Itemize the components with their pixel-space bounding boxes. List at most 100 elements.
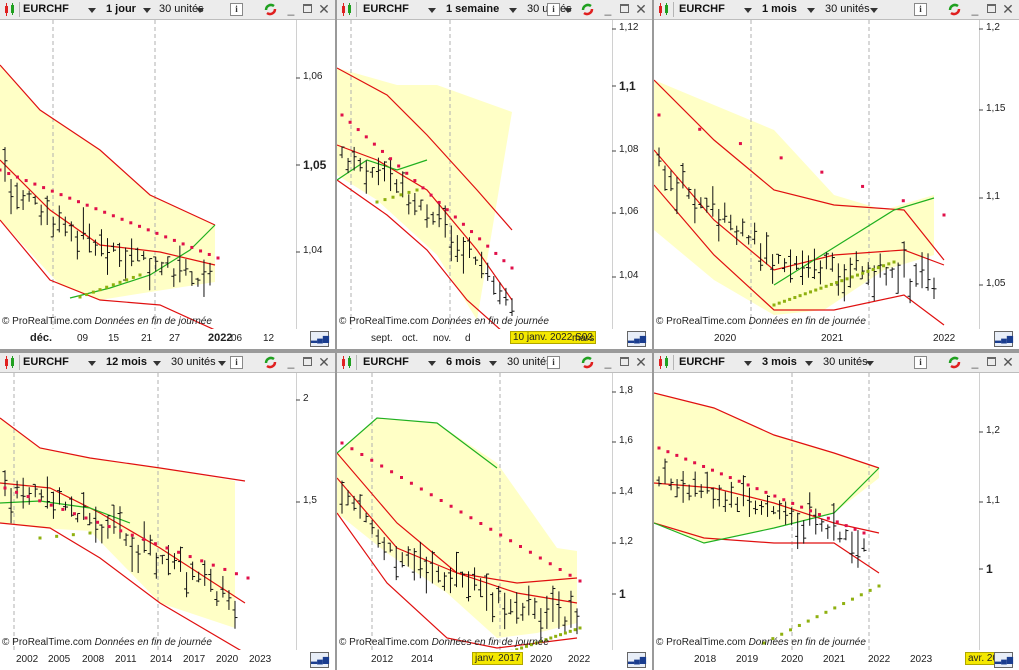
period-dropdown[interactable]: 3 mois xyxy=(759,354,817,370)
sar-dot xyxy=(119,529,123,533)
candlestick-icon[interactable] xyxy=(340,356,354,369)
ohlc-bar xyxy=(232,600,238,629)
close-icon[interactable]: ✕ xyxy=(635,354,647,370)
chart-panel-3[interactable]: 1,2 1,15 1,1 1,05 © ProRealTime.com Données … xyxy=(654,0,1019,349)
chart-toolbar: EURCHF 1 jour 30 unités i _ ✕ xyxy=(0,0,335,20)
info-icon[interactable]: i xyxy=(230,356,243,369)
sar-dot xyxy=(383,198,387,202)
chart-panel-6[interactable]: 1,2 1,1 1 © ProRealTime.com Données en fin … xyxy=(654,353,1019,670)
minimize-icon[interactable]: _ xyxy=(287,355,295,369)
maximize-icon[interactable] xyxy=(303,357,312,366)
close-icon[interactable]: ✕ xyxy=(318,1,330,17)
minimize-icon[interactable]: _ xyxy=(604,2,612,16)
maximize-icon[interactable] xyxy=(987,4,996,13)
instrument-dropdown[interactable]: EURCHF xyxy=(360,1,440,17)
price-chart[interactable] xyxy=(0,353,335,670)
instrument-dropdown[interactable]: EURCHF xyxy=(676,354,756,370)
ohlc-bar xyxy=(195,277,201,287)
maximize-icon[interactable] xyxy=(620,4,629,13)
refresh-icon[interactable] xyxy=(580,2,595,17)
ohlc-bar xyxy=(799,250,805,285)
ohlc-bar xyxy=(861,538,867,552)
ohlc-bar xyxy=(777,500,783,520)
candlestick-icon[interactable] xyxy=(657,3,671,16)
minimize-icon[interactable]: _ xyxy=(971,355,979,369)
instrument-dropdown[interactable]: EURCHF xyxy=(20,354,100,370)
units-dropdown[interactable]: 30 unités xyxy=(820,354,878,370)
period-dropdown[interactable]: 6 mois xyxy=(443,354,501,370)
ohlc-bar xyxy=(716,208,722,242)
maximize-icon[interactable] xyxy=(303,4,312,13)
bollinger-band-fill xyxy=(337,68,512,320)
maximize-icon[interactable] xyxy=(987,357,996,366)
info-icon[interactable]: i xyxy=(914,356,927,369)
period-dropdown[interactable]: 1 semaine xyxy=(443,1,521,17)
units-dropdown[interactable]: 30 unités xyxy=(168,354,230,370)
chart-panel-1[interactable]: 1,06 1,05 1,04 © ProRealTime.com Données en… xyxy=(0,0,335,349)
chart-panel-5[interactable]: 1,8 1,6 1,4 1,2 1 © ProRealTime.com Données e… xyxy=(337,353,652,670)
refresh-icon[interactable] xyxy=(947,355,962,370)
x-axis: 2018 2019 2020 2021 2022 2023 avr. 2024 xyxy=(654,650,1019,670)
candlestick-icon[interactable] xyxy=(340,3,354,16)
ohlc-bar xyxy=(394,179,400,193)
sar-dot xyxy=(449,504,453,508)
ohlc-bar xyxy=(776,253,782,264)
period-dropdown[interactable]: 1 mois xyxy=(759,1,819,17)
close-icon[interactable]: ✕ xyxy=(1002,1,1014,17)
volume-toggle-button[interactable]: ▂▄▆ xyxy=(994,331,1013,347)
volume-toggle-button[interactable]: ▂▄▆ xyxy=(994,652,1013,668)
ohlc-bar xyxy=(825,524,831,539)
volume-toggle-button[interactable]: ▂▄▆ xyxy=(310,331,329,347)
price-chart[interactable] xyxy=(0,0,335,349)
candlestick-icon[interactable] xyxy=(3,3,17,16)
ohlc-bar xyxy=(75,512,81,523)
sar-dot xyxy=(360,453,364,456)
volume-toggle-button[interactable]: ▂▄▆ xyxy=(627,652,646,668)
refresh-icon[interactable] xyxy=(580,355,595,370)
info-icon[interactable]: i xyxy=(230,3,243,16)
refresh-icon[interactable] xyxy=(263,2,278,17)
price-chart[interactable] xyxy=(337,353,652,670)
info-icon[interactable]: i xyxy=(547,3,560,16)
sar-dot xyxy=(764,490,768,494)
chart-panel-2[interactable]: 1,12 1,1 1,08 1,06 1,04 © ProRealTime.com Don… xyxy=(337,0,652,349)
price-chart[interactable] xyxy=(654,353,1019,670)
x-axis-label: 2021 xyxy=(821,333,844,344)
info-icon[interactable]: i xyxy=(547,356,560,369)
candlestick-icon[interactable] xyxy=(657,356,671,369)
instrument-dropdown[interactable]: EURCHF xyxy=(676,1,756,17)
period-dropdown[interactable]: 1 jour xyxy=(103,1,155,17)
price-chart[interactable] xyxy=(337,0,652,349)
ohlc-bar xyxy=(847,257,853,288)
sar-dot xyxy=(42,186,46,190)
minimize-icon[interactable]: _ xyxy=(287,2,295,16)
period-dropdown[interactable]: 12 mois xyxy=(103,354,165,370)
instrument-dropdown[interactable]: EURCHF xyxy=(360,354,440,370)
ohlc-bar xyxy=(62,216,68,237)
close-icon[interactable]: ✕ xyxy=(318,354,330,370)
sar-dot xyxy=(445,208,449,212)
ohlc-bar xyxy=(835,263,841,296)
close-icon[interactable]: ✕ xyxy=(635,1,647,17)
volume-toggle-button[interactable]: ▂▄▆ xyxy=(310,652,329,668)
chart-panel-4[interactable]: 2 1,5 © ProRealTime.com Données en fin de … xyxy=(0,353,335,670)
ohlc-bar xyxy=(783,501,789,525)
price-chart[interactable] xyxy=(654,0,1019,349)
close-icon[interactable]: ✕ xyxy=(1002,354,1014,370)
refresh-icon[interactable] xyxy=(263,355,278,370)
units-dropdown[interactable]: 30 unités xyxy=(822,1,882,17)
sar-dot xyxy=(684,457,688,461)
x-axis-label: 2022 xyxy=(568,654,591,665)
instrument-dropdown[interactable]: EURCHF xyxy=(20,1,100,17)
refresh-icon[interactable] xyxy=(947,2,962,17)
maximize-icon[interactable] xyxy=(620,357,629,366)
ohlc-bar xyxy=(159,554,165,565)
volume-toggle-button[interactable]: ▂▄▆ xyxy=(627,331,646,347)
ohlc-bar xyxy=(357,157,363,172)
info-icon[interactable]: i xyxy=(914,3,927,16)
units-dropdown[interactable]: 30 unités xyxy=(156,1,208,17)
candlestick-icon[interactable] xyxy=(3,356,17,369)
minimize-icon[interactable]: _ xyxy=(604,355,612,369)
minimize-icon[interactable]: _ xyxy=(971,2,979,16)
chevron-down-icon xyxy=(428,8,436,13)
